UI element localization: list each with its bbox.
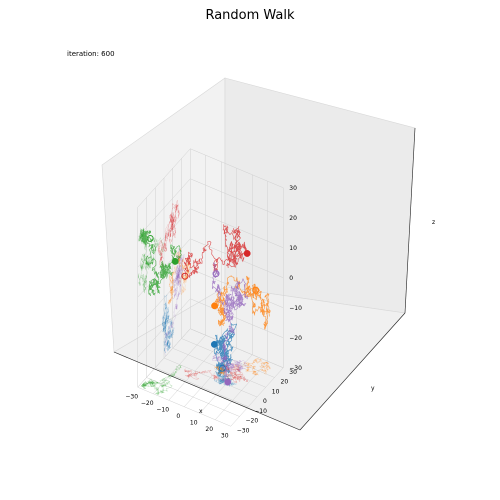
- x-tick-label: −10: [156, 406, 169, 413]
- iteration-label: iteration: 600: [67, 50, 115, 58]
- y-axis-line: [299, 312, 406, 431]
- y-tick-label: −10: [254, 408, 267, 415]
- x-tick-label: −20: [141, 400, 154, 407]
- x-tick-label: 30: [221, 432, 229, 439]
- chart-title: Random Walk: [205, 8, 295, 23]
- x-tick-label: 10: [190, 419, 198, 426]
- walk-paths: [138, 200, 271, 395]
- walk-start-marker: [212, 270, 220, 278]
- walk-current-marker: [211, 302, 219, 310]
- walk-shadow-wall: [138, 227, 165, 294]
- y-tick-label: 20: [281, 379, 289, 386]
- y-tick-label: −20: [246, 418, 259, 425]
- wall-grid-line: [190, 178, 284, 218]
- wall-grid-line: [137, 178, 191, 238]
- z-tick-label: −30: [289, 365, 302, 372]
- walk-shadow-floor: [140, 364, 182, 395]
- current-position-markers: [146, 235, 260, 386]
- walk-current-marker: [224, 378, 232, 386]
- axes-panes: [101, 77, 416, 431]
- walk-path: [211, 262, 248, 383]
- z-tick-label: 10: [289, 245, 297, 252]
- z-axis-line: [404, 127, 416, 314]
- walk-shadow-wall: [157, 200, 180, 267]
- x-axis-label: x: [199, 408, 203, 415]
- y-tick-label: 0: [263, 398, 267, 405]
- walk-path: [214, 275, 271, 330]
- x-tick-label: 20: [205, 426, 213, 433]
- x-tick-label: −30: [125, 393, 138, 400]
- y-tick-label: −30: [237, 427, 250, 434]
- z-tick-label: 30: [289, 185, 297, 192]
- walk-start-marker: [218, 364, 226, 372]
- z-tick-label: 0: [289, 275, 293, 282]
- wall-grid-line: [137, 148, 191, 208]
- walk-start-marker: [252, 286, 260, 294]
- walk-path: [140, 229, 182, 297]
- z-tick-label: 20: [289, 215, 297, 222]
- y-axis-label: y: [371, 385, 375, 392]
- y-tick-label: 10: [272, 388, 280, 395]
- x-axis-line: [113, 351, 301, 431]
- walk-path: [183, 224, 249, 278]
- floor-grid-line: [230, 367, 284, 427]
- wall-grid-line: [190, 148, 284, 188]
- z-tick-label: −20: [289, 335, 302, 342]
- walk-shadow-floor: [184, 363, 249, 383]
- z-tick-label: −10: [289, 305, 302, 312]
- axis-lines: [113, 127, 416, 431]
- z-axis-label: z: [432, 219, 435, 226]
- walk-current-marker: [171, 257, 179, 265]
- walk-shadow-wall: [162, 294, 175, 354]
- y-tick-label: 30: [289, 369, 297, 376]
- tick-labels: −30−20−100102030−30−20−100102030−30−20−1…: [125, 185, 302, 440]
- x-tick-label: 0: [176, 413, 180, 420]
- walk-shadow-wall: [164, 247, 185, 357]
- walk-current-marker: [243, 250, 251, 257]
- walk-shadow-floor: [214, 357, 271, 376]
- walk-start-marker: [181, 272, 189, 280]
- back-wall-right: [224, 77, 416, 314]
- walk-current-marker: [210, 340, 218, 348]
- floor-grid-line: [190, 328, 284, 368]
- walk-start-marker: [146, 235, 154, 242]
